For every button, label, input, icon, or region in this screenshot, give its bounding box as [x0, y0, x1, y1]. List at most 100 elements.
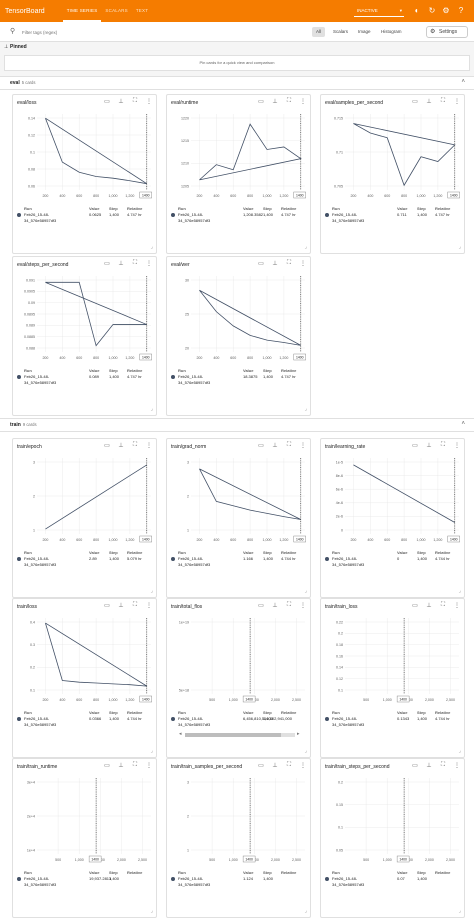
settings-button[interactable]: ⚙ Settings — [426, 26, 468, 38]
step-selector-handle[interactable] — [396, 855, 410, 863]
step-selector-handle[interactable] — [293, 353, 306, 361]
tab-text[interactable]: TEXT — [135, 8, 149, 13]
help-icon[interactable]: ? — [458, 6, 464, 15]
resize-handle-icon[interactable]: ⌟ — [458, 244, 461, 250]
data-table-icon[interactable]: ▭ — [412, 443, 418, 449]
fullscreen-icon[interactable]: ⛶ — [132, 260, 138, 266]
more-vert-icon[interactable]: ⋮ — [300, 261, 306, 267]
step-selector-handle[interactable] — [139, 535, 152, 543]
line-chart[interactable]: 5001,0001,5002,0002,5000.220.20.180.160.… — [323, 614, 463, 708]
more-vert-icon[interactable]: ⋮ — [300, 603, 306, 609]
resize-handle-icon[interactable]: ⌟ — [304, 406, 307, 412]
fullscreen-icon[interactable]: ⛶ — [440, 762, 446, 768]
pin-icon[interactable]: ⊥ — [118, 99, 124, 105]
pin-icon[interactable]: ⊥ — [426, 443, 432, 449]
data-table-icon[interactable]: ▭ — [104, 603, 110, 609]
fullscreen-icon[interactable]: ⛶ — [440, 442, 446, 448]
chip-image[interactable]: Image — [358, 29, 371, 34]
data-table-icon[interactable]: ▭ — [412, 763, 418, 769]
resize-handle-icon[interactable]: ⌟ — [304, 588, 307, 594]
pin-icon[interactable]: ⊥ — [118, 443, 124, 449]
step-selector-handle[interactable] — [293, 535, 306, 543]
data-table-icon[interactable]: ▭ — [258, 99, 264, 105]
more-vert-icon[interactable]: ⋮ — [146, 763, 152, 769]
resize-handle-icon[interactable]: ⌟ — [458, 748, 461, 754]
more-vert-icon[interactable]: ⋮ — [454, 443, 460, 449]
more-vert-icon[interactable]: ⋮ — [146, 99, 152, 105]
pin-icon[interactable]: ⊥ — [426, 603, 432, 609]
more-vert-icon[interactable]: ⋮ — [454, 99, 460, 105]
step-selector-handle[interactable] — [447, 535, 460, 543]
line-chart[interactable]: 200 400 600 800 1,000 1,200 30 25 20 1400 — [169, 272, 309, 366]
group-header-eval[interactable]: eval 5 cards ˄ — [0, 76, 474, 90]
line-chart[interactable]: 200 400 600 800 1,000 1,200 0.091 0.0905 0.09 0.0… — [15, 272, 155, 366]
tab-scalars[interactable]: SCALARS — [105, 8, 128, 13]
pin-icon[interactable]: ⊥ — [426, 99, 432, 105]
pin-icon[interactable]: ⊥ — [272, 261, 278, 267]
step-selector-handle[interactable] — [139, 191, 152, 199]
resize-handle-icon[interactable]: ⌟ — [458, 588, 461, 594]
group-header-train[interactable]: train 9 cards ˄ — [0, 418, 474, 432]
fullscreen-icon[interactable]: ⛶ — [132, 602, 138, 608]
pin-icon[interactable]: ⊥ — [118, 261, 124, 267]
data-table-icon[interactable]: ▭ — [104, 763, 110, 769]
fullscreen-icon[interactable]: ⛶ — [286, 98, 292, 104]
chip-all[interactable]: All — [312, 27, 326, 37]
resize-handle-icon[interactable]: ⌟ — [150, 406, 153, 412]
resize-handle-icon[interactable]: ⌟ — [150, 748, 153, 754]
more-vert-icon[interactable]: ⋮ — [146, 261, 152, 267]
more-vert-icon[interactable]: ⋮ — [146, 603, 152, 609]
line-chart[interactable]: 200 400 600 800 1,000 1,200 1e-5 8e-6 6e-6 4e-6 2e… — [323, 454, 463, 548]
pin-icon[interactable]: ⊥ — [118, 603, 124, 609]
more-vert-icon[interactable]: ⋮ — [300, 443, 306, 449]
refresh-icon[interactable]: ↻ — [428, 6, 436, 15]
data-table-icon[interactable]: ▭ — [258, 603, 264, 609]
dark-mode-icon[interactable]: ◐ — [414, 6, 420, 15]
step-selector-handle[interactable] — [242, 855, 256, 863]
step-selector-handle[interactable] — [396, 695, 410, 703]
pin-icon[interactable]: ⊥ — [272, 763, 278, 769]
more-vert-icon[interactable]: ⋮ — [146, 443, 152, 449]
data-table-icon[interactable]: ▭ — [104, 443, 110, 449]
step-selector-handle[interactable] — [447, 191, 460, 199]
scroll-right-icon[interactable]: ▸ — [297, 731, 300, 737]
legend-scrollbar[interactable] — [185, 733, 295, 737]
fullscreen-icon[interactable]: ⛶ — [132, 762, 138, 768]
resize-handle-icon[interactable]: ⌟ — [150, 908, 153, 914]
resize-handle-icon[interactable]: ⌟ — [150, 244, 153, 250]
resize-handle-icon[interactable]: ⌟ — [150, 588, 153, 594]
chevron-up-icon[interactable]: ˄ — [461, 421, 465, 427]
step-selector-handle[interactable] — [139, 353, 152, 361]
data-table-icon[interactable]: ▭ — [104, 99, 110, 105]
pin-icon[interactable]: ⊥ — [272, 99, 278, 105]
more-vert-icon[interactable]: ⋮ — [454, 603, 460, 609]
tab-time-series[interactable]: TIME SERIES — [62, 0, 102, 22]
data-table-icon[interactable]: ▭ — [412, 603, 418, 609]
more-vert-icon[interactable]: ⋮ — [300, 763, 306, 769]
plugin-status-select[interactable]: INACTIVE ▾ — [354, 5, 404, 17]
step-selector-handle[interactable] — [88, 855, 102, 863]
scrollbar-thumb[interactable] — [185, 733, 281, 737]
resize-handle-icon[interactable]: ⌟ — [458, 908, 461, 914]
chip-scalars[interactable]: Scalars — [333, 29, 349, 34]
data-table-icon[interactable]: ▭ — [258, 261, 264, 267]
pin-icon[interactable]: ⊥ — [272, 603, 278, 609]
more-vert-icon[interactable]: ⋮ — [300, 99, 306, 105]
pin-icon[interactable]: ⊥ — [272, 443, 278, 449]
line-chart[interactable]: 5001,0001,5002,0002,5000.20.150.10.05140… — [323, 774, 463, 868]
pin-icon[interactable]: ⊥ — [426, 763, 432, 769]
step-selector-handle[interactable] — [242, 695, 256, 703]
data-table-icon[interactable]: ▭ — [104, 261, 110, 267]
more-vert-icon[interactable]: ⋮ — [454, 763, 460, 769]
fullscreen-icon[interactable]: ⛶ — [440, 98, 446, 104]
tag-filter-input[interactable] — [22, 27, 282, 37]
fullscreen-icon[interactable]: ⛶ — [286, 762, 292, 768]
data-table-icon[interactable]: ▭ — [258, 443, 264, 449]
data-table-icon[interactable]: ▭ — [258, 763, 264, 769]
line-chart[interactable]: 200 400 600 800 1,000 1,200 3 2 1 1400 — [15, 454, 155, 548]
resize-handle-icon[interactable]: ⌟ — [304, 908, 307, 914]
line-chart[interactable]: 200 400 600 800 1,000 1,200 0.715 0.71 0.705 1400 — [323, 110, 463, 204]
